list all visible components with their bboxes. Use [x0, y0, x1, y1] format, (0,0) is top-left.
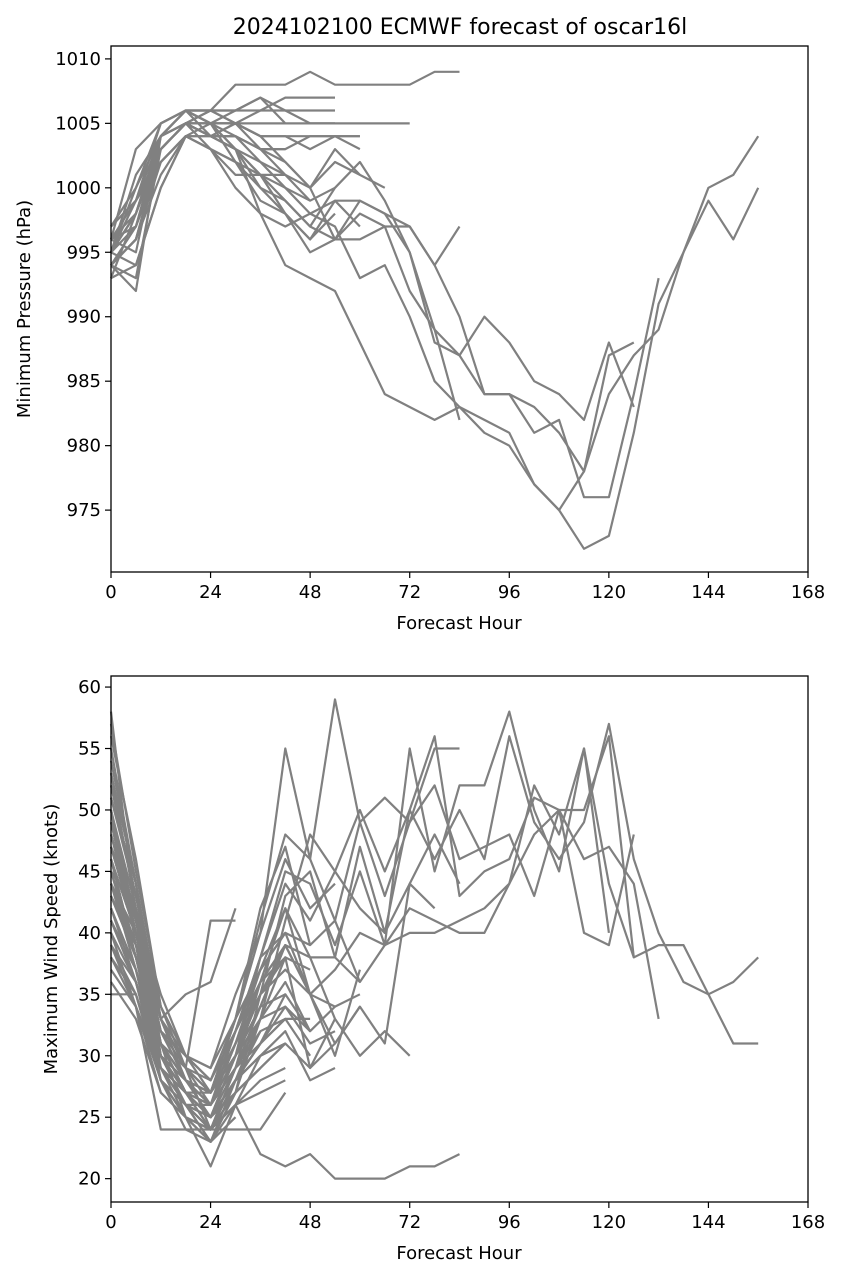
- wind-x-tick-label: 24: [199, 1212, 222, 1233]
- pressure-x-tick-label: 72: [398, 582, 421, 603]
- wind-series-line-43: [109, 871, 262, 1070]
- pressure-y-tick-label: 1005: [55, 113, 101, 134]
- pressure-x-tick-label: 120: [592, 582, 626, 603]
- pressure-panel: 0 24 48 72 96 120 144 168 975 980 985 990 995 1000 10…: [14, 45, 825, 634]
- wind-y-tick-label: 60: [78, 677, 101, 698]
- wind-series-line-54: [110, 956, 237, 1131]
- pressure-series-line-23: [110, 135, 286, 280]
- wind-x-tick-label: 96: [498, 1212, 521, 1233]
- wind-y-tick-label: 55: [78, 739, 101, 760]
- pressure-y-tick-label: 990: [67, 307, 101, 328]
- pressure-series-lines: [109, 70, 760, 550]
- wind-y-tick-label: 50: [78, 800, 101, 821]
- wind-plot-frame: [110, 675, 809, 1203]
- pressure-y-tick-label: 995: [67, 242, 101, 263]
- pressure-y-tick-label: 980: [67, 436, 101, 457]
- wind-x-tick-label: 72: [398, 1212, 421, 1233]
- pressure-x-tick-label: 96: [498, 582, 521, 603]
- wind-x-tick-label: 48: [299, 1212, 322, 1233]
- pressure-plot-frame: [110, 45, 809, 573]
- wind-x-tick-label: 120: [592, 1212, 626, 1233]
- wind-panel: 0 24 48 72 96 120 144 168 20 25 30 35 40 45 50 55 60 Fo…: [41, 675, 825, 1264]
- pressure-x-tick-label: 48: [299, 582, 322, 603]
- pressure-x-tick-label: 0: [105, 582, 116, 603]
- pressure-y-tick-label: 1010: [55, 49, 101, 70]
- wind-series-line-50: [109, 895, 262, 1106]
- wind-x-tick-label: 168: [791, 1212, 825, 1233]
- wind-y-tick-label: 30: [78, 1046, 101, 1067]
- pressure-x-tick-label: 168: [791, 582, 825, 603]
- pressure-y-tick-label: 1000: [55, 178, 101, 199]
- pressure-y-tick-label: 975: [67, 500, 101, 521]
- wind-y-tick-label: 45: [78, 861, 101, 882]
- pressure-y-axis-label: Minimum Pressure (hPa): [14, 200, 35, 418]
- wind-x-tick-label: 0: [105, 1212, 116, 1233]
- wind-series-line-52: [109, 920, 237, 1143]
- wind-series-line-56: [109, 821, 237, 1119]
- wind-y-tick-label: 40: [78, 923, 101, 944]
- pressure-y-ticks: 975 980 985 990 995 1000 1005 1010: [55, 49, 111, 521]
- wind-y-axis-label: Maximum Wind Speed (knots): [41, 804, 62, 1075]
- wind-x-ticks: 0 24 48 72 96 120 144 168: [105, 1202, 825, 1233]
- pressure-series-line-21: [110, 70, 460, 240]
- wind-y-tick-label: 20: [78, 1169, 101, 1190]
- pressure-x-axis-label: Forecast Hour: [396, 613, 522, 634]
- wind-y-tick-label: 25: [78, 1107, 101, 1128]
- wind-y-ticks: 20 25 30 35 40 45 50 55 60: [78, 677, 111, 1190]
- wind-series-line-55: [110, 883, 237, 1020]
- chart-title: 2024102100 ECMWF forecast of oscar16l: [233, 15, 687, 40]
- pressure-series-line-22: [110, 122, 286, 253]
- wind-series-line-53: [109, 846, 236, 1070]
- wind-x-axis-label: Forecast Hour: [396, 1243, 522, 1264]
- wind-y-tick-label: 35: [78, 984, 101, 1005]
- pressure-x-tick-label: 144: [691, 582, 725, 603]
- pressure-series-line-24: [110, 122, 286, 228]
- pressure-y-tick-label: 985: [67, 371, 101, 392]
- pressure-series-line-25: [110, 122, 261, 266]
- wind-series-line-51: [109, 809, 237, 1131]
- wind-x-tick-label: 144: [691, 1212, 725, 1233]
- pressure-series-line-18: [110, 109, 335, 254]
- pressure-x-tick-label: 24: [199, 582, 222, 603]
- pressure-x-ticks: 0 24 48 72 96 120 144 168: [105, 572, 825, 603]
- wind-series-lines: [109, 698, 759, 1180]
